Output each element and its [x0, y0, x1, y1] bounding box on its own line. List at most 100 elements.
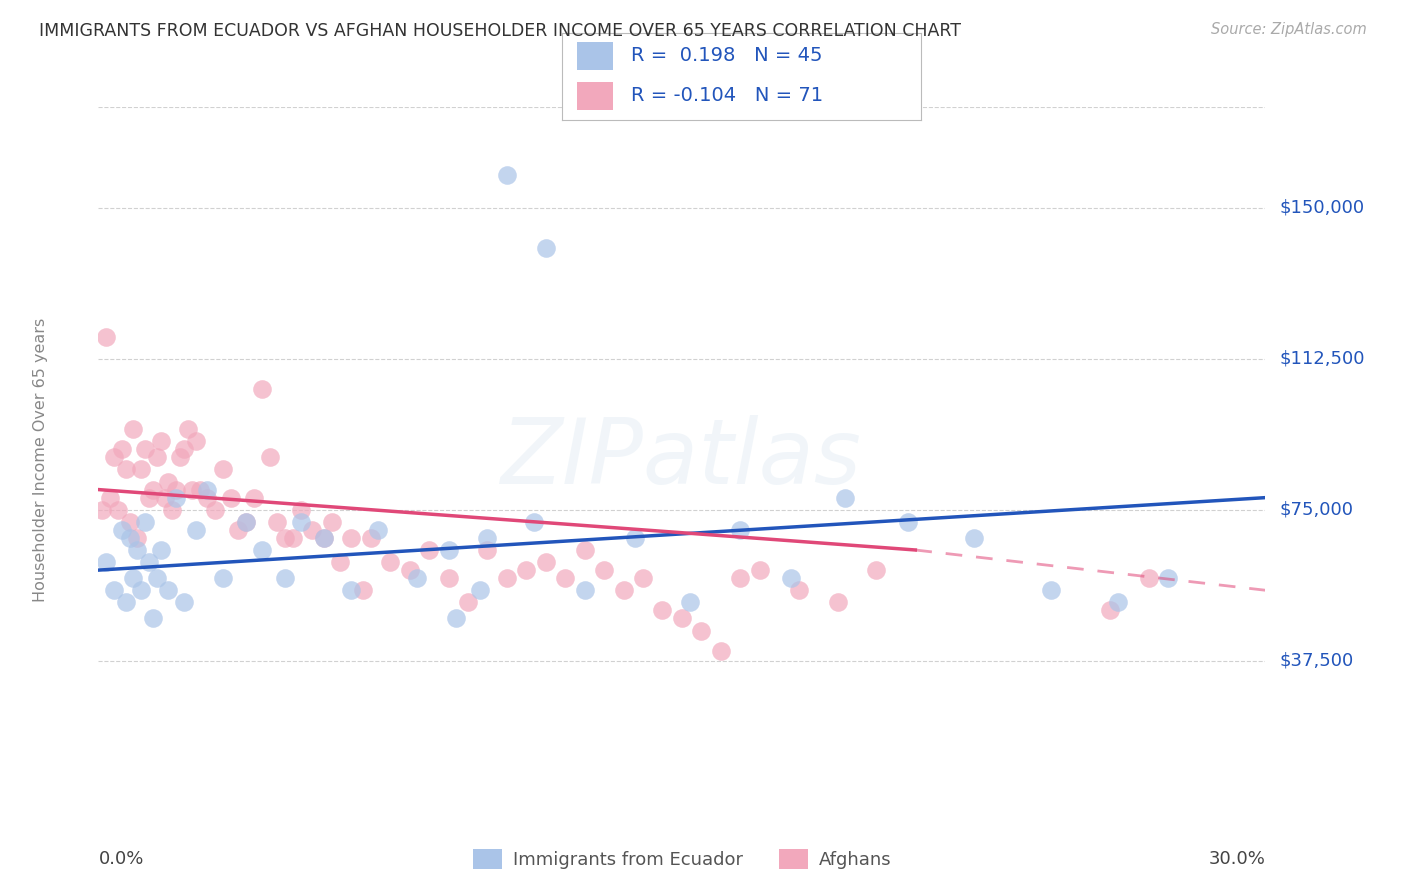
Point [173, 442, 195, 457]
Legend: Immigrants from Ecuador, Afghans: Immigrants from Ecuador, Afghans [465, 841, 898, 877]
Point [495, 169, 517, 183]
Point [118, 515, 141, 529]
Point [274, 571, 297, 585]
Point [787, 583, 810, 598]
Point [96, 555, 118, 569]
Text: IMMIGRANTS FROM ECUADOR VS AFGHAN HOUSEHOLDER INCOME OVER 65 YEARS CORRELATION C: IMMIGRANTS FROM ECUADOR VS AFGHAN HOUSEH… [39, 22, 962, 40]
Point [184, 434, 207, 449]
Point [180, 483, 202, 497]
Point [624, 531, 647, 545]
Point [437, 543, 460, 558]
Point [477, 543, 499, 558]
Point [204, 502, 226, 516]
Text: 0.0%: 0.0% [98, 850, 143, 869]
Point [534, 241, 557, 255]
Point [134, 442, 156, 457]
Point [153, 491, 176, 505]
Point [235, 515, 257, 529]
Point [195, 491, 218, 505]
Point [177, 422, 200, 436]
Point [515, 563, 537, 577]
Point [290, 515, 312, 529]
Point [266, 515, 288, 529]
Point [114, 462, 136, 476]
Point [730, 571, 752, 585]
Point [340, 531, 363, 545]
Point [142, 483, 165, 497]
Point [301, 523, 323, 537]
Point [574, 583, 596, 598]
Point [446, 611, 468, 625]
Point [710, 643, 733, 657]
Point [352, 583, 374, 598]
Point [103, 450, 125, 465]
Point [149, 434, 172, 449]
Point [157, 583, 180, 598]
Text: Householder Income Over 65 years: Householder Income Over 65 years [32, 318, 48, 601]
Text: $112,500: $112,500 [1279, 350, 1365, 368]
Point [477, 531, 499, 545]
Point [367, 523, 389, 537]
Point [457, 595, 479, 609]
Point [612, 583, 634, 598]
Point [398, 563, 420, 577]
Point [146, 571, 169, 585]
Point [312, 531, 335, 545]
Point [827, 595, 849, 609]
Point [523, 515, 546, 529]
Point [188, 483, 211, 497]
Point [378, 555, 402, 569]
Bar [576, 82, 613, 110]
Point [690, 624, 713, 638]
Point [671, 611, 693, 625]
Point [228, 523, 250, 537]
Text: $150,000: $150,000 [1279, 199, 1365, 217]
Point [235, 515, 257, 529]
Point [1137, 571, 1160, 585]
Point [340, 583, 363, 598]
Point [118, 531, 141, 545]
Point [122, 571, 145, 585]
Point [127, 531, 149, 545]
Point [418, 543, 440, 558]
Point [173, 595, 195, 609]
Point [134, 515, 156, 529]
Point [142, 611, 165, 625]
Point [219, 491, 242, 505]
Point [259, 450, 281, 465]
Point [98, 491, 121, 505]
Point [129, 462, 152, 476]
Point [169, 450, 191, 465]
Point [274, 531, 297, 545]
Point [138, 491, 160, 505]
Point [554, 571, 576, 585]
Point [165, 483, 187, 497]
Point [114, 595, 136, 609]
Point [495, 571, 517, 585]
Point [329, 555, 352, 569]
Point [138, 555, 160, 569]
Point [195, 483, 218, 497]
Point [748, 563, 770, 577]
Point [243, 491, 266, 505]
Point [91, 502, 114, 516]
Point [1098, 603, 1121, 617]
Text: R = -0.104   N = 71: R = -0.104 N = 71 [630, 87, 823, 105]
Point [111, 523, 134, 537]
Point [574, 543, 596, 558]
Point [834, 491, 856, 505]
Point [468, 583, 491, 598]
Text: 30.0%: 30.0% [1209, 850, 1265, 869]
Point [1107, 595, 1129, 609]
Point [1157, 571, 1180, 585]
Text: $37,500: $37,500 [1279, 652, 1354, 670]
Point [779, 571, 801, 585]
Point [103, 583, 125, 598]
Point [631, 571, 654, 585]
Point [290, 502, 312, 516]
Point [122, 422, 145, 436]
Point [111, 442, 134, 457]
Point [149, 543, 172, 558]
Point [312, 531, 335, 545]
Point [157, 475, 180, 489]
